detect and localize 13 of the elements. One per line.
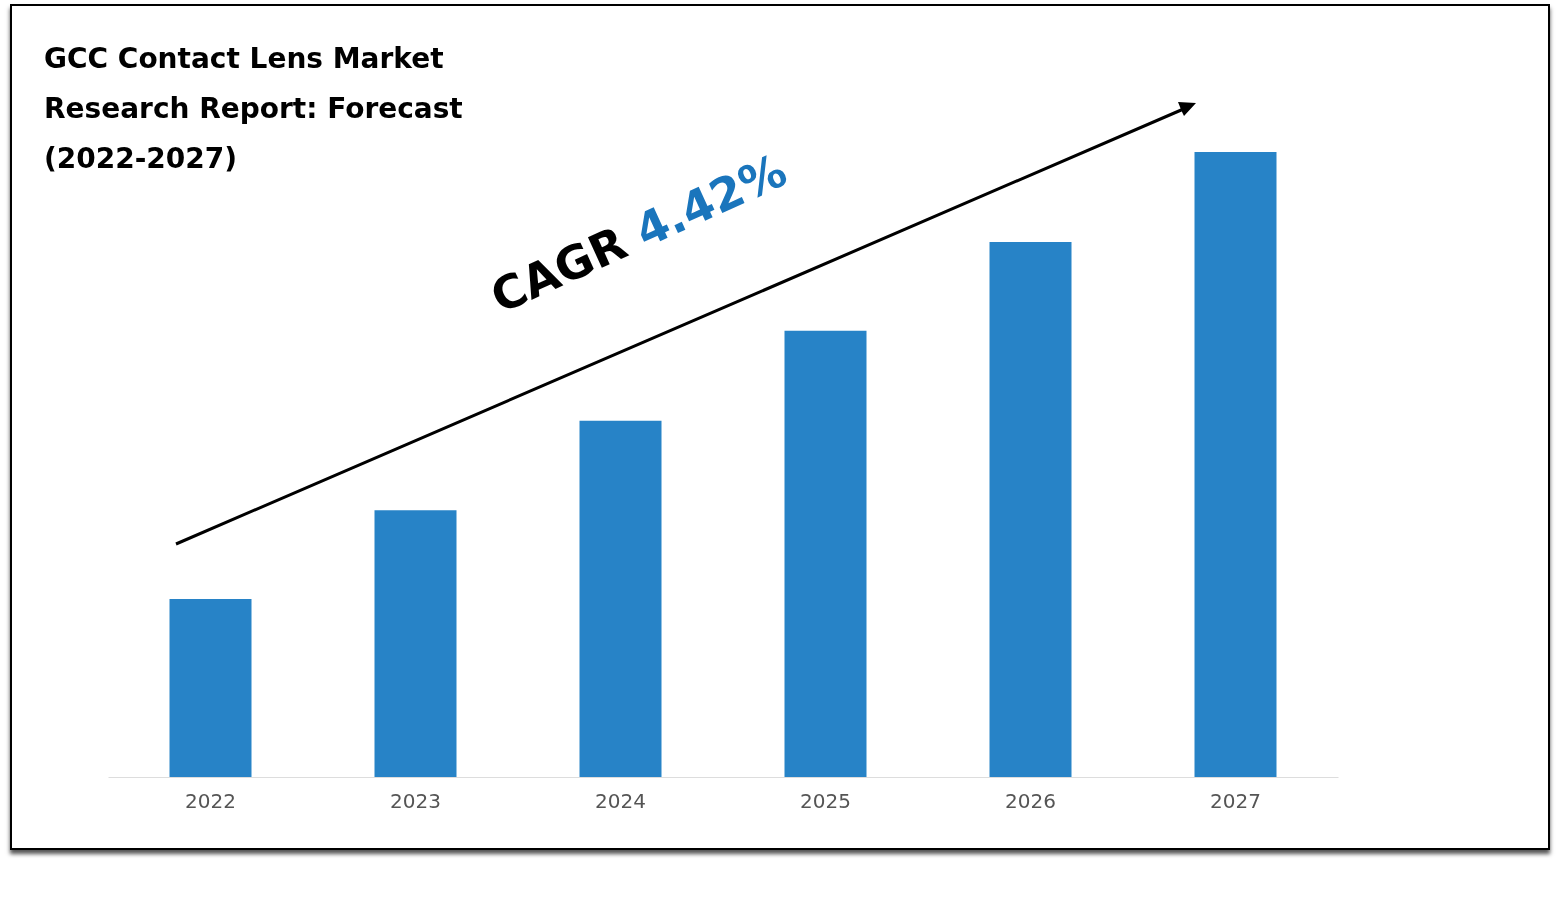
x-tick-label: 2026 <box>1005 788 1056 813</box>
bar <box>989 242 1072 777</box>
x-tick-label: 2027 <box>1210 788 1261 813</box>
bar <box>1194 152 1277 777</box>
bar <box>784 330 867 777</box>
x-tick-label: 2024 <box>595 788 646 813</box>
bar <box>169 598 252 777</box>
x-tick-label: 2025 <box>800 788 851 813</box>
chart-title: GCC Contact Lens Market Research Report: Forecast (2022-2027) <box>44 41 464 177</box>
x-tick-label: 2022 <box>185 788 236 813</box>
bar <box>374 510 457 777</box>
x-tick-label: 2023 <box>390 788 441 813</box>
bar <box>579 420 662 777</box>
